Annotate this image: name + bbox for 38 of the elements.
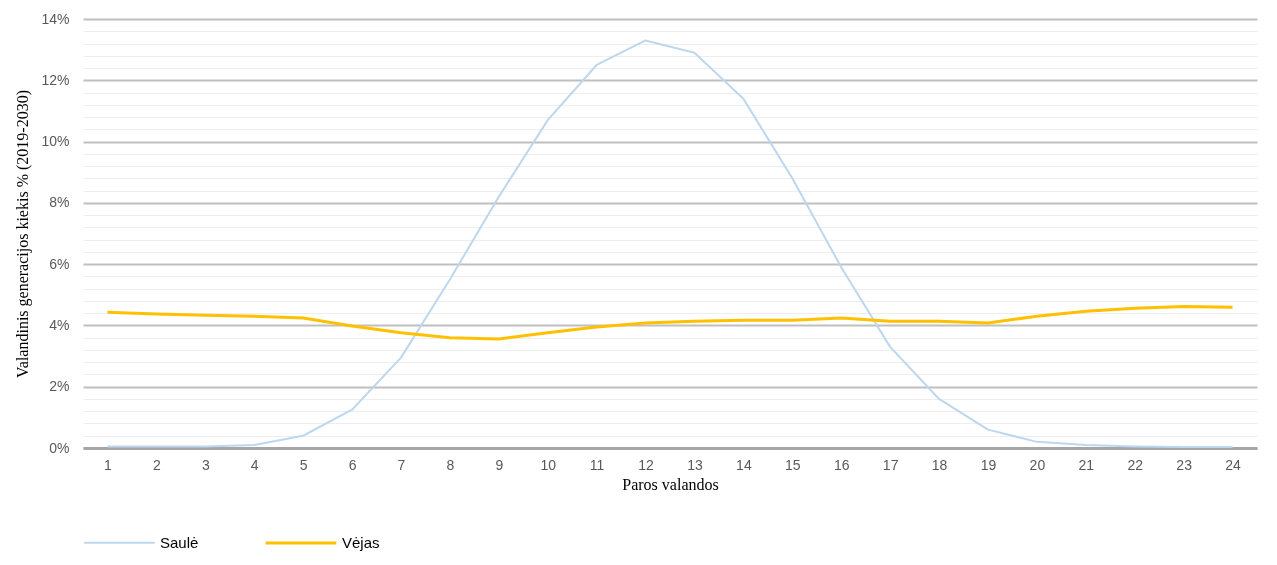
legend-label: Vėjas [342,534,380,551]
x-tick-label: 9 [495,456,504,473]
line-series [106,39,1234,449]
x-tick-label: 4 [250,456,259,473]
x-tick-label: 19 [980,456,997,473]
line-series [105,304,1235,341]
x-tick-label: 1 [104,456,113,473]
x-tick-label: 21 [1078,456,1095,473]
y-tick-label: 0% [49,439,70,456]
y-tick-label: 10% [41,133,70,150]
x-tick-label: 7 [397,456,406,473]
x-tick-label: 14 [736,456,752,473]
x-tick-label: 3 [201,456,210,473]
x-tick-label: 23 [1176,456,1193,473]
x-tick-label: 24 [1225,456,1242,473]
y-tick-label: 12% [41,71,70,88]
x-tick-label: 15 [785,456,801,473]
y-tick-label: 14% [41,10,70,27]
x-tick-label: 18 [931,456,948,473]
x-tick-label: 16 [833,456,850,473]
x-tick-label: 12 [638,456,655,473]
x-tick-label: 20 [1029,456,1046,473]
x-tick-label: 22 [1127,456,1144,473]
x-tick-label: 6 [348,456,357,473]
x-axis-title: Paros valandos [622,475,719,493]
y-tick-label: 4% [49,316,70,333]
y-tick-label: 6% [49,255,70,272]
x-tick-label: 13 [687,456,703,473]
y-tick-label: 8% [49,194,70,211]
y-axis-title: Valandinis generacijos kiekis % (2019-2030) [14,90,33,378]
x-tick-label: 11 [589,456,605,473]
x-tick-label: 10 [540,456,557,473]
x-tick-label: 5 [299,456,308,473]
legend-label: Saulė [160,533,199,551]
x-tick-label: 2 [152,456,161,473]
y-tick-label: 2% [49,378,70,395]
x-tick-label: 8 [446,456,455,473]
x-tick-label: 17 [882,456,899,473]
